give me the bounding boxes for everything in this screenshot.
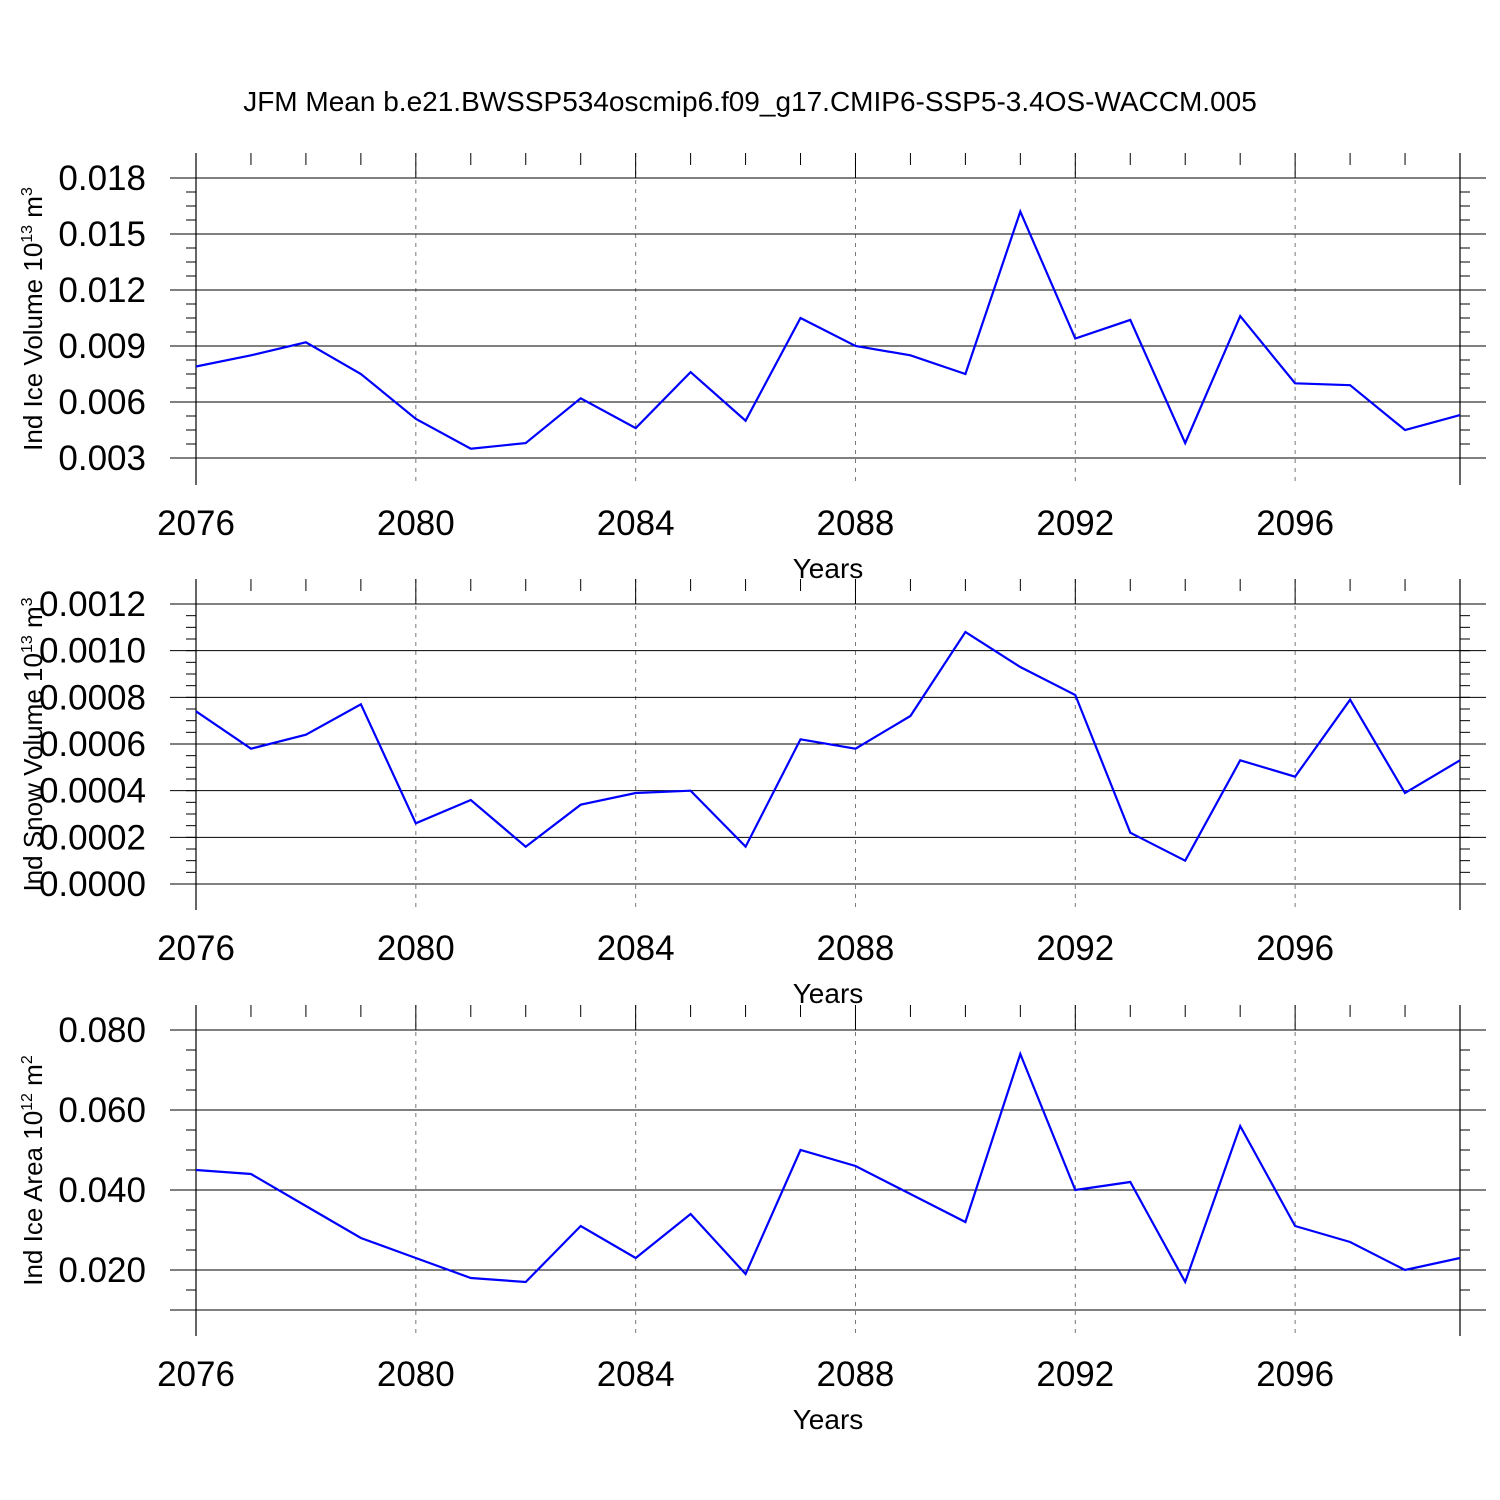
y-tick-label: 0.0004 [39,772,146,811]
y-axis-label-exponent: 13 [19,225,36,243]
y-tick-label: 0.006 [58,383,146,422]
y-tick-label: 0.018 [58,159,146,198]
y-tick-label: 0.0008 [39,678,146,717]
y-axis-label-unit-exponent: 2 [19,1055,36,1064]
x-tick-label: 2088 [817,1355,895,1394]
y-tick-label: 0.0006 [39,725,146,764]
x-tick-label: 2076 [157,504,235,543]
y-axis-label-unit: m [18,196,48,225]
y-axis-label: Ind Snow Volume 1013 m3 [18,597,48,891]
x-tick-label: 2096 [1256,1355,1334,1394]
series-line [195,630,1461,863]
x-tick-label: 2076 [157,929,235,968]
x-tick-label: 2092 [1036,1355,1114,1394]
y-tick-label: 0.0002 [39,818,146,857]
y-tick-label: 0.012 [58,271,146,310]
y-axis-label-unit: m [18,606,48,635]
plot-panel-2: 0.0000 0.0002 0.0004 0.0006 0.0008 0.0010 0.00… [18,579,1486,1009]
x-tick-label: 2088 [817,929,895,968]
y-tick-label: 0.0010 [39,632,146,671]
y-tick-label: 0.009 [58,327,146,366]
y-axis-label-unit: m [18,1064,48,1093]
x-tick-label: 2088 [817,504,895,543]
y-tick-label: 0.0012 [39,585,146,624]
y-axis-label-unit-exponent: 3 [19,187,36,196]
x-tick-label: 2084 [597,504,675,543]
plot-panel-3: 0.020 0.040 0.060 0.080 2076 2080 2084 2088 2092… [18,1005,1486,1435]
x-axis-label: Years [793,553,864,584]
x-axis-label: Years [793,1404,864,1435]
x-tick-label: 2076 [157,1355,235,1394]
y-axis-label: Ind Ice Volume 1013 m3 [18,187,48,451]
y-axis-label-unit-exponent: 3 [19,597,36,606]
x-tick-label: 2084 [597,929,675,968]
plot-panel-1: 0.003 0.006 0.009 0.012 0.015 0.018 2076 2080 20… [18,153,1486,584]
series-line [195,208,1461,450]
x-tick-label: 2092 [1036,929,1114,968]
x-tick-label: 2096 [1256,504,1334,543]
series-line [195,1050,1461,1285]
x-tick-label: 2096 [1256,929,1334,968]
y-axis-label-text: Ind Ice Volume 10 [18,243,48,451]
y-axis-label: Ind Ice Area 1012 m2 [18,1055,48,1286]
y-tick-label: 0.060 [58,1091,146,1130]
x-axis-label: Years [793,978,864,1009]
y-tick-label: 0.003 [58,439,146,478]
x-tick-label: 2080 [377,504,455,543]
x-tick-label: 2080 [377,929,455,968]
y-tick-label: 0.020 [58,1251,146,1290]
y-tick-label: 0.015 [58,215,146,254]
y-axis-label-text: Ind Ice Area 10 [18,1111,48,1286]
y-axis-label-exponent: 13 [19,635,36,653]
y-tick-label: 0.0000 [39,865,146,904]
chart-title: JFM Mean b.e21.BWSSP534oscmip6.f09_g17.C… [243,86,1257,117]
y-axis-label-exponent: 12 [19,1093,36,1111]
y-tick-label: 0.080 [58,1011,146,1050]
y-axis-label-text: Ind Snow Volume 10 [18,653,48,892]
x-tick-label: 2084 [597,1355,675,1394]
x-tick-label: 2080 [377,1355,455,1394]
y-tick-label: 0.040 [58,1171,146,1210]
x-tick-label: 2092 [1036,504,1114,543]
